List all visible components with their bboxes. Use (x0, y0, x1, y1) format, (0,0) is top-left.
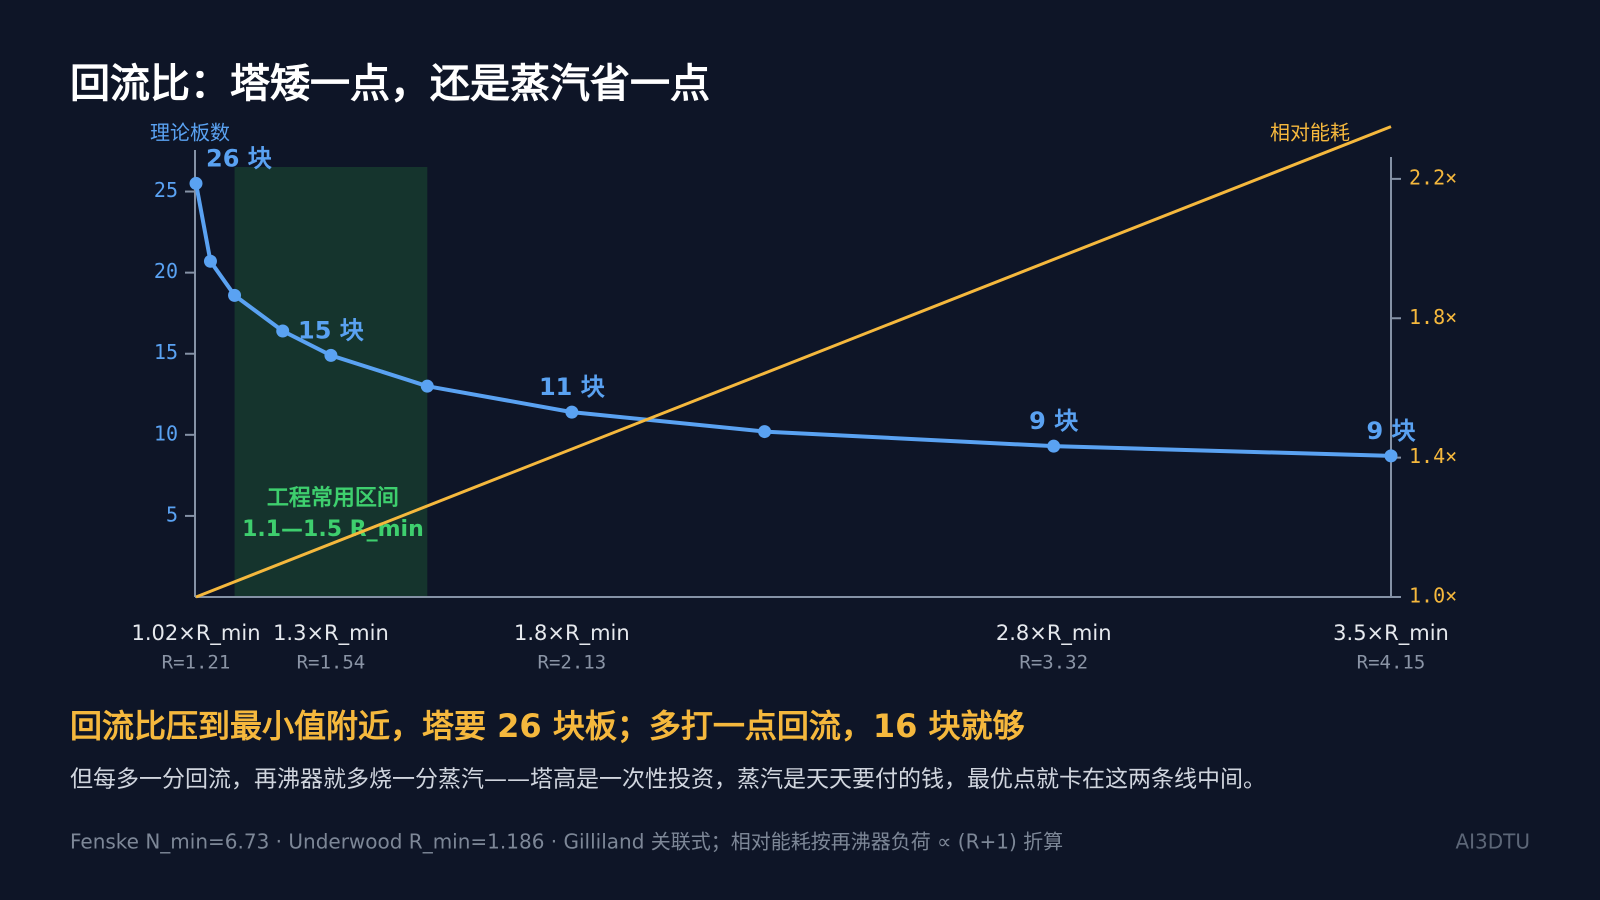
data-point (420, 379, 434, 393)
x-tick-label: 1.8×R_min (514, 621, 630, 646)
data-point (565, 405, 579, 419)
y-tick-label: 5 (166, 502, 178, 526)
title: 回流比：塔矮一点，还是蒸汽省一点 (70, 61, 710, 107)
x-tick-sublabel: R=2.13 (538, 652, 607, 674)
highlight-band (234, 167, 428, 597)
data-point (1047, 439, 1061, 453)
value-label: 26 块 (206, 144, 272, 172)
plot: 工程常用区间 1.1—1.5 R_min 5 10 15 20 25 1.0× 1.4× 1.8×… (131, 125, 1457, 674)
y-tick-label: 10 (154, 421, 178, 445)
y2-tick-label: 1.8× (1409, 305, 1457, 329)
value-label: 9 块 (1029, 407, 1078, 435)
x-tick-label: 3.5×R_min (1333, 621, 1449, 646)
subtitle: 但每多一分回流，再沸器就多烧一分蒸汽——塔高是一次性投资，蒸汽是天天要付的钱，最… (70, 767, 1266, 793)
value-label: 15 块 (298, 316, 364, 344)
y2-axis-label: 相对能耗 (1270, 121, 1350, 145)
data-point (324, 348, 338, 362)
x-tick-label: 1.02×R_min (131, 621, 260, 646)
y-axis-label: 理论板数 (150, 121, 230, 145)
y2-tick-label: 1.4× (1409, 444, 1457, 468)
y2-tick-label: 2.2× (1409, 165, 1457, 189)
y-tick-label: 15 (154, 340, 178, 364)
band-label: 工程常用区间 (267, 485, 399, 511)
plates-line (194, 183, 1392, 458)
x-tick-label: 2.8×R_min (996, 621, 1112, 646)
band-label: 1.1—1.5 R_min (242, 517, 424, 542)
headline: 回流比压到最小值附近，塔要 26 块板；多打一点回流，16 块就够 (70, 707, 1025, 745)
data-point (203, 254, 217, 268)
data-point (1384, 449, 1398, 463)
data-point (276, 324, 290, 338)
data-point (189, 176, 203, 190)
value-label: 11 块 (539, 373, 605, 401)
x-tick-sublabel: R=3.32 (1019, 652, 1088, 674)
watermark: AI3DTU (1455, 830, 1530, 854)
data-point (228, 288, 242, 302)
value-label: 9 块 (1366, 417, 1415, 445)
energy-line (195, 125, 1392, 599)
data-point (758, 425, 772, 439)
y2-tick-label: 1.0× (1409, 584, 1457, 608)
y-tick-label: 25 (154, 178, 178, 202)
x-tick-sublabel: R=4.15 (1357, 652, 1426, 674)
footnote: Fenske N_min=6.73 · Underwood R_min=1.18… (70, 830, 1063, 854)
x-tick-sublabel: R=1.21 (162, 652, 231, 674)
x-tick-sublabel: R=1.54 (297, 652, 366, 674)
x-tick-label: 1.3×R_min (273, 621, 389, 646)
y-tick-label: 20 (154, 259, 178, 283)
